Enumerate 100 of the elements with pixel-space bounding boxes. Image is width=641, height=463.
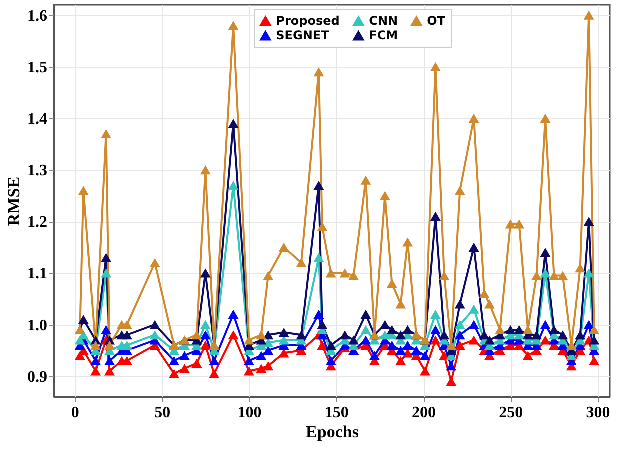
y-tick-label: 1.5 <box>28 59 48 76</box>
point <box>468 336 480 345</box>
point <box>522 351 534 360</box>
legend-label: CNN <box>369 14 398 28</box>
point <box>179 364 190 374</box>
point <box>454 300 466 309</box>
point <box>484 336 495 345</box>
point <box>446 362 457 371</box>
point <box>396 330 406 340</box>
point <box>540 320 551 330</box>
point <box>200 166 211 175</box>
point <box>548 325 560 334</box>
point <box>548 271 560 280</box>
x-tick-label: 50 <box>154 404 171 422</box>
point <box>386 325 398 334</box>
point <box>411 346 422 356</box>
point <box>78 186 89 196</box>
point <box>314 253 324 262</box>
point <box>575 330 586 340</box>
point <box>454 320 466 330</box>
point <box>200 268 211 278</box>
legend-label: FCM <box>369 28 398 42</box>
point <box>402 238 414 247</box>
point <box>263 271 274 280</box>
point <box>439 271 450 280</box>
point <box>484 300 495 309</box>
point <box>430 325 441 334</box>
legend-label: Proposed <box>276 14 340 28</box>
point <box>420 351 430 360</box>
point <box>348 336 360 345</box>
point <box>101 129 112 138</box>
point <box>150 320 160 330</box>
point <box>263 338 274 348</box>
point <box>589 356 600 366</box>
y-tick-label: 1.2 <box>28 214 48 232</box>
point <box>317 320 328 330</box>
point <box>360 336 372 345</box>
point <box>278 242 290 252</box>
point <box>228 310 239 320</box>
point <box>278 348 290 358</box>
point <box>192 330 202 340</box>
point <box>317 340 328 350</box>
point <box>278 336 290 345</box>
point <box>150 258 160 268</box>
point <box>192 358 202 368</box>
y-tick-label: 1.3 <box>28 162 48 180</box>
point <box>296 258 307 268</box>
point <box>326 268 336 278</box>
point <box>326 356 336 366</box>
point <box>256 351 267 360</box>
point <box>122 356 132 366</box>
point <box>386 278 398 288</box>
point <box>380 320 390 330</box>
point <box>256 364 267 374</box>
point <box>584 268 594 278</box>
point <box>439 330 450 340</box>
point <box>228 119 239 128</box>
point <box>540 268 551 278</box>
point <box>430 310 441 320</box>
point <box>479 289 490 298</box>
point <box>420 366 430 376</box>
point <box>326 340 336 350</box>
point <box>468 320 480 330</box>
legend-label: OT <box>427 14 446 28</box>
point <box>200 330 211 340</box>
point <box>505 325 516 334</box>
point <box>104 356 116 366</box>
point <box>402 348 414 358</box>
point <box>244 356 254 366</box>
point <box>540 114 551 124</box>
point <box>446 376 457 386</box>
point <box>169 369 180 378</box>
y-tick-label: 0.9 <box>28 368 48 386</box>
legend-label: SEGNET <box>276 28 330 42</box>
point <box>402 340 414 350</box>
y-tick-label: 1.6 <box>28 8 48 25</box>
point <box>558 271 568 280</box>
point <box>90 356 102 366</box>
point <box>122 330 132 340</box>
point <box>514 325 525 334</box>
point <box>314 68 324 77</box>
point <box>360 325 372 334</box>
point <box>468 242 480 252</box>
point <box>402 325 414 334</box>
point <box>314 310 324 320</box>
x-tick-label: 100 <box>238 404 262 422</box>
y-tick-label: 1.4 <box>28 110 48 128</box>
x-tick-label: 150 <box>324 404 349 422</box>
point <box>589 325 600 334</box>
point <box>430 62 441 72</box>
x-axis-title: Epochs <box>306 422 360 442</box>
point <box>360 176 372 185</box>
x-tick-label: 300 <box>586 404 610 422</box>
point <box>505 220 516 229</box>
point <box>200 340 211 350</box>
point <box>396 356 406 366</box>
point <box>256 330 267 340</box>
point <box>369 351 380 360</box>
point <box>584 217 594 226</box>
point <box>244 336 254 345</box>
